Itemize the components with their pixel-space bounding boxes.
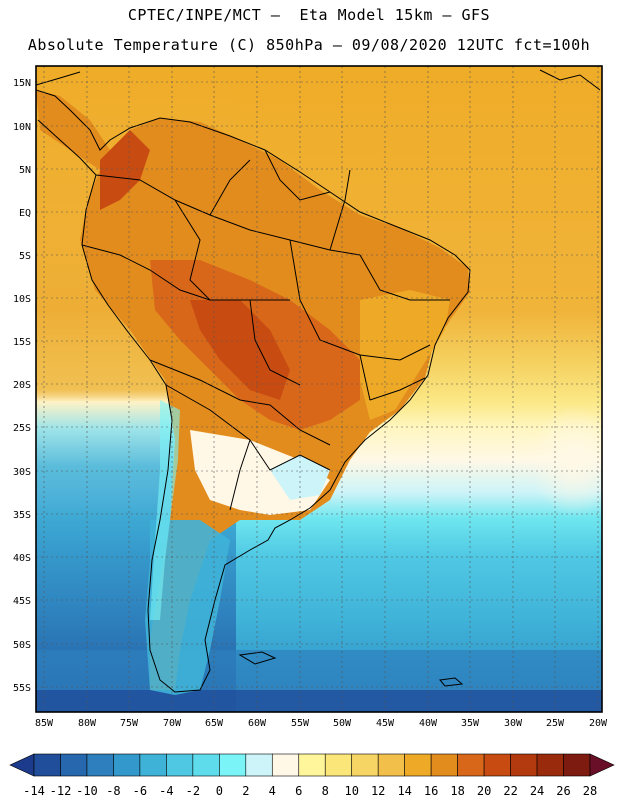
legend-swatch bbox=[86, 753, 114, 777]
lat-label-15s: 15S bbox=[13, 337, 31, 348]
legend-tick-label: 6 bbox=[295, 784, 302, 798]
lon-label-85w: 85W bbox=[35, 718, 54, 729]
legend-swatch bbox=[139, 753, 167, 777]
andes-south bbox=[150, 400, 180, 620]
legend-swatch bbox=[245, 753, 273, 777]
lat-label-40s: 40S bbox=[13, 553, 31, 564]
legend-swatch bbox=[430, 753, 458, 777]
legend-tick-label: 2 bbox=[242, 784, 249, 798]
lat-label-25s: 25S bbox=[13, 423, 31, 434]
lon-label-30w: 30W bbox=[504, 718, 523, 729]
legend-swatch bbox=[404, 753, 432, 777]
lat-label-50s: 50S bbox=[13, 640, 31, 651]
legend-swatch bbox=[166, 753, 194, 777]
legend-tick-label: 4 bbox=[269, 784, 276, 798]
title-line-2: Absolute Temperature (C) 850hPa — 09/08/… bbox=[27, 36, 591, 54]
legend-swatch bbox=[536, 753, 564, 777]
legend-tick-label: 26 bbox=[556, 784, 570, 798]
lon-label-40w: 40W bbox=[419, 718, 438, 729]
legend-tick-label: 18 bbox=[450, 784, 464, 798]
lon-label-70w: 70W bbox=[163, 718, 182, 729]
legend-swatch bbox=[33, 753, 61, 777]
lat-label-20s: 20S bbox=[13, 380, 31, 391]
lat-axis: 15N 10N 5N EQ 5S 10S 15S 20S 25S 30S 35S… bbox=[13, 78, 31, 694]
lon-label-80w: 80W bbox=[78, 718, 97, 729]
legend-tick-label: 0 bbox=[216, 784, 223, 798]
lat-label-45s: 45S bbox=[13, 596, 31, 607]
legend-tick-label: 28 bbox=[583, 784, 597, 798]
legend-swatch bbox=[457, 753, 485, 777]
lat-label-10s: 10S bbox=[13, 294, 31, 305]
lon-label-75w: 75W bbox=[120, 718, 139, 729]
southern-coldest-field bbox=[36, 690, 602, 712]
legend-swatch bbox=[563, 753, 591, 777]
graticule bbox=[36, 66, 602, 712]
legend-tick-label: 22 bbox=[503, 784, 517, 798]
lat-label-5s: 5S bbox=[19, 251, 31, 262]
legend-swatch bbox=[219, 753, 247, 777]
legend-tick-label: 24 bbox=[530, 784, 544, 798]
lon-label-60w: 60W bbox=[248, 718, 267, 729]
lon-label-25w: 25W bbox=[546, 718, 565, 729]
lat-label-15n: 15N bbox=[13, 78, 31, 89]
legend-tick-label: -10 bbox=[76, 784, 98, 798]
legend-swatch bbox=[271, 753, 300, 777]
legend-swatch bbox=[377, 753, 405, 777]
lon-label-55w: 55W bbox=[291, 718, 310, 729]
lat-label-55s: 55S bbox=[13, 683, 31, 694]
land-hottest bbox=[190, 300, 290, 400]
lon-label-35w: 35W bbox=[461, 718, 480, 729]
legend-swatch bbox=[324, 753, 353, 777]
lon-axis: 85W 80W 75W 70W 65W 60W 55W 50W 45W 40W … bbox=[35, 718, 608, 729]
lon-label-50w: 50W bbox=[333, 718, 352, 729]
legend-swatch bbox=[483, 753, 511, 777]
legend-tick-label: -12 bbox=[50, 784, 72, 798]
legend-tick-label: 14 bbox=[397, 784, 411, 798]
lat-label-35s: 35S bbox=[13, 510, 31, 521]
legend-tick-label: 8 bbox=[322, 784, 329, 798]
map-frame bbox=[35, 65, 603, 713]
legend-tick-label: -8 bbox=[106, 784, 120, 798]
legend-tick-label: 20 bbox=[477, 784, 491, 798]
legend-tick-label: 16 bbox=[424, 784, 438, 798]
legend-swatch bbox=[351, 753, 379, 777]
coastlines bbox=[36, 69, 601, 693]
lat-label-5n: 5N bbox=[19, 165, 31, 176]
color-legend: -14 -12 -10 -8 -6 -4 -2 0 2 4 6 8 10 12 14 16 18 20 22 24 26… bbox=[9, 753, 615, 798]
legend-tick-label: -6 bbox=[133, 784, 147, 798]
lon-label-45w: 45W bbox=[376, 718, 395, 729]
legend-swatch bbox=[510, 753, 538, 777]
legend-arrow-high bbox=[589, 753, 615, 777]
legend-tick-label: -4 bbox=[159, 784, 173, 798]
legend-swatch bbox=[113, 753, 141, 777]
legend-swatch bbox=[60, 753, 88, 777]
legend-swatch bbox=[192, 753, 220, 777]
lon-label-65w: 65W bbox=[205, 718, 224, 729]
atlantic-warm-patch bbox=[420, 340, 602, 560]
title-line-1: CPTEC/INPE/MCT — Eta Model 15km — GFS bbox=[127, 6, 491, 24]
land-cooler-east bbox=[360, 290, 450, 420]
legend-tick-label: -14 bbox=[23, 784, 45, 798]
lat-label-eq: EQ bbox=[19, 208, 31, 219]
lat-label-30s: 30S bbox=[13, 467, 31, 478]
andes-warm-north bbox=[100, 130, 150, 210]
legend-arrow-low bbox=[9, 753, 35, 777]
legend-tick-label: -2 bbox=[186, 784, 200, 798]
legend-tick-label: 10 bbox=[344, 784, 358, 798]
patagonia bbox=[145, 520, 230, 695]
lon-label-20w: 20W bbox=[589, 718, 608, 729]
legend-tick-label: 12 bbox=[371, 784, 385, 798]
legend-swatch bbox=[298, 753, 326, 777]
lat-label-10n: 10N bbox=[13, 122, 31, 133]
